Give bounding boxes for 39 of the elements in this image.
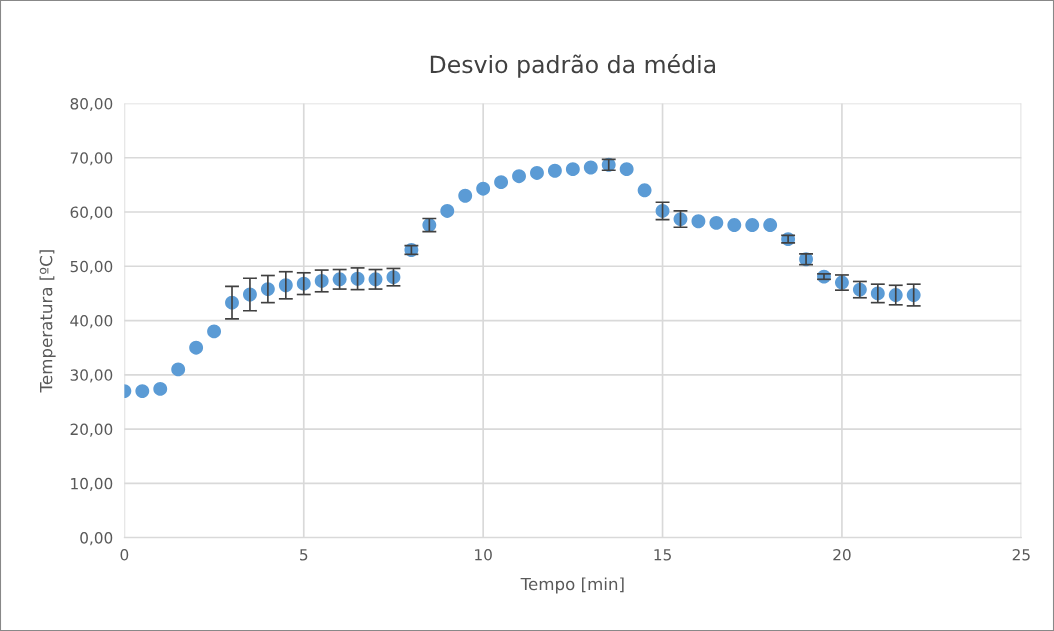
- point: [763, 218, 778, 232]
- y-tick-label: 30,00: [70, 369, 113, 383]
- x-axis-title: Tempo [min]: [520, 577, 624, 594]
- point: [583, 160, 598, 175]
- y-tick-label: 70,00: [70, 152, 113, 166]
- x-tick-label: 10: [475, 548, 492, 561]
- point: [727, 218, 742, 232]
- point: [458, 188, 473, 203]
- point: [189, 340, 204, 355]
- point: [565, 162, 580, 177]
- point: [207, 324, 222, 339]
- y-tick-label: 10,00: [71, 477, 113, 491]
- y-tick-label: 50,00: [70, 260, 113, 274]
- y-tick-label: 60,00: [70, 206, 113, 220]
- point: [512, 169, 526, 184]
- x-tick-label: 15: [654, 549, 671, 561]
- point: [619, 162, 634, 177]
- y-tick-label: 0,00: [80, 532, 113, 546]
- y-tick-label: 40,00: [70, 315, 113, 329]
- point: [476, 181, 491, 196]
- x-tick-label: 5: [300, 549, 308, 561]
- point: [637, 183, 652, 198]
- point: [135, 384, 150, 399]
- point: [547, 163, 562, 178]
- x-tick-label: 20: [833, 548, 851, 561]
- point: [440, 203, 455, 218]
- point: [745, 218, 760, 232]
- point: [171, 362, 186, 377]
- x-tick-label: 25: [1012, 548, 1030, 561]
- y-tick-label: 80,00: [70, 97, 113, 112]
- point: [494, 175, 509, 190]
- point: [691, 214, 706, 229]
- chart-title: Desvio padrão da média: [430, 54, 715, 78]
- point: [709, 215, 724, 230]
- point: [153, 381, 168, 396]
- point: [530, 166, 544, 180]
- x-tick-label: 0: [120, 548, 129, 561]
- y-tick-label: 20,00: [70, 423, 113, 437]
- y-axis-title: Temperatura [ºC]: [39, 250, 56, 393]
